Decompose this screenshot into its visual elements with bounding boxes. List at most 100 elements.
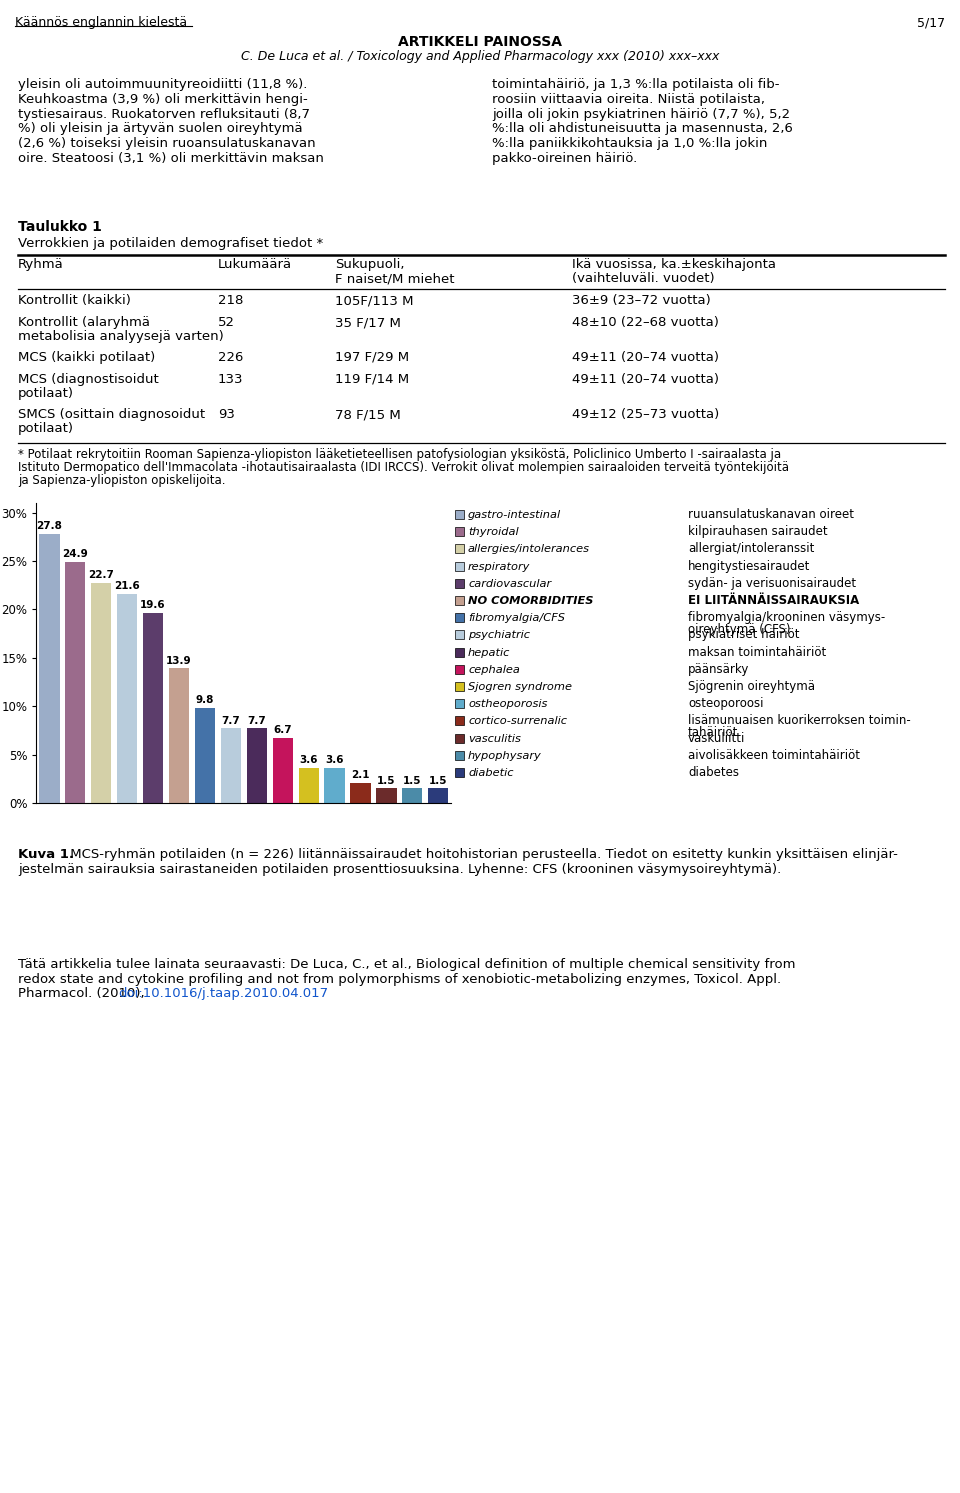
Text: psykiatriset häiriöt: psykiatriset häiriöt: [688, 629, 800, 642]
Text: 78 F/15 M: 78 F/15 M: [335, 408, 400, 421]
Text: 21.6: 21.6: [114, 581, 140, 591]
Text: EI LIITÄNNÄISSAIRAUKSIA: EI LIITÄNNÄISSAIRAUKSIA: [688, 594, 859, 608]
Text: 1.5: 1.5: [429, 775, 447, 785]
Text: joilla oli jokin psykiatrinen häiriö (7,7 %), 5,2: joilla oli jokin psykiatrinen häiriö (7,…: [492, 107, 790, 121]
Text: vaskuliitti: vaskuliitti: [688, 732, 745, 745]
Text: 52: 52: [218, 317, 235, 328]
Text: lisämunuaisen kuorikerroksen toimin-: lisämunuaisen kuorikerroksen toimin-: [688, 714, 911, 727]
Text: 5/17: 5/17: [917, 16, 945, 28]
Text: potilaat): potilaat): [18, 423, 74, 434]
Text: 19.6: 19.6: [140, 600, 166, 611]
Text: Kontrollit (kaikki): Kontrollit (kaikki): [18, 294, 131, 308]
Text: 9.8: 9.8: [196, 696, 214, 705]
Bar: [247, 729, 267, 803]
Bar: [402, 788, 422, 803]
Text: oire. Steatoosi (3,1 %) oli merkittävin maksan: oire. Steatoosi (3,1 %) oli merkittävin …: [18, 152, 324, 166]
Bar: [350, 782, 371, 803]
Text: vasculitis: vasculitis: [468, 733, 521, 744]
Text: tystiesairaus. Ruokatorven refluksitauti (8,7: tystiesairaus. Ruokatorven refluksitauti…: [18, 107, 310, 121]
Text: 226: 226: [218, 351, 244, 364]
Bar: [455, 614, 464, 623]
Text: fibromyalgia/CFS: fibromyalgia/CFS: [468, 614, 565, 623]
Text: Keuhkoastma (3,9 %) oli merkittävin hengi-: Keuhkoastma (3,9 %) oli merkittävin heng…: [18, 93, 308, 106]
Text: C. De Luca et al. / Toxicology and Applied Pharmacology xxx (2010) xxx–xxx: C. De Luca et al. / Toxicology and Appli…: [241, 49, 719, 63]
Text: NO COMORBIDITIES: NO COMORBIDITIES: [468, 596, 593, 606]
Text: Taulukko 1: Taulukko 1: [18, 219, 102, 234]
Text: 7.7: 7.7: [248, 715, 266, 726]
Text: jestelmän sairauksia sairastaneiden potilaiden prosenttiosuuksina. Lyhenne: CFS : jestelmän sairauksia sairastaneiden poti…: [18, 863, 781, 875]
Text: Kontrollit (alaryhmä: Kontrollit (alaryhmä: [18, 317, 150, 328]
Text: (2,6 %) toiseksi yleisin ruoansulatuskanavan: (2,6 %) toiseksi yleisin ruoansulatuskan…: [18, 137, 316, 151]
Text: 49±11 (20–74 vuotta): 49±11 (20–74 vuotta): [572, 373, 719, 387]
Text: 22.7: 22.7: [88, 570, 114, 581]
Text: 119 F/14 M: 119 F/14 M: [335, 373, 409, 387]
Text: ARTIKKELI PAINOSSA: ARTIKKELI PAINOSSA: [398, 34, 562, 49]
Text: Kuva 1.: Kuva 1.: [18, 848, 74, 861]
Bar: [455, 733, 464, 742]
Text: Sukupuoli,: Sukupuoli,: [335, 258, 404, 272]
Bar: [143, 614, 163, 803]
Text: allergies/intolerances: allergies/intolerances: [468, 545, 590, 554]
Text: diabetes: diabetes: [688, 766, 739, 779]
Bar: [455, 511, 464, 520]
Text: 1.5: 1.5: [403, 775, 421, 785]
Text: maksan toimintahäiriöt: maksan toimintahäiriöt: [688, 645, 827, 658]
Text: hypophysary: hypophysary: [468, 751, 541, 761]
Text: pakko-oireinen häiriö.: pakko-oireinen häiriö.: [492, 152, 637, 166]
Bar: [324, 769, 345, 803]
Text: diabetic: diabetic: [468, 767, 514, 778]
Bar: [455, 751, 464, 760]
Text: kilpirauhasen sairaudet: kilpirauhasen sairaudet: [688, 526, 828, 537]
Text: 49±12 (25–73 vuotta): 49±12 (25–73 vuotta): [572, 408, 719, 421]
Text: Ryhmä: Ryhmä: [18, 258, 63, 272]
Text: Sjogren syndrome: Sjogren syndrome: [468, 682, 572, 691]
Text: F naiset/M miehet: F naiset/M miehet: [335, 272, 454, 285]
Text: Pharmacol. (2010),: Pharmacol. (2010),: [18, 987, 149, 1000]
Text: gastro-intestinal: gastro-intestinal: [468, 511, 562, 520]
Bar: [455, 767, 464, 776]
Text: Istituto Dermopatico dell'Immacolata -ihotautisairaalasta (IDI IRCCS). Verrokit : Istituto Dermopatico dell'Immacolata -ih…: [18, 461, 789, 473]
Text: 48±10 (22–68 vuotta): 48±10 (22–68 vuotta): [572, 317, 719, 328]
Text: 24.9: 24.9: [62, 549, 88, 560]
Bar: [455, 717, 464, 726]
Text: Ikä vuosissa, ka.±keskihajonta: Ikä vuosissa, ka.±keskihajonta: [572, 258, 776, 272]
Text: psychiatric: psychiatric: [468, 630, 530, 640]
Text: toimintahäiriö, ja 1,3 %:lla potilaista oli fib-: toimintahäiriö, ja 1,3 %:lla potilaista …: [492, 78, 780, 91]
Text: päänsärky: päänsärky: [688, 663, 750, 676]
Bar: [455, 561, 464, 570]
Bar: [65, 561, 85, 803]
Bar: [455, 579, 464, 588]
Bar: [428, 788, 448, 803]
Bar: [91, 584, 111, 803]
Bar: [169, 669, 189, 803]
Text: MCS (diagnostisoidut: MCS (diagnostisoidut: [18, 373, 158, 387]
Text: 13.9: 13.9: [166, 655, 192, 666]
Text: allergiat/intoleranssit: allergiat/intoleranssit: [688, 542, 814, 555]
Text: 35 F/17 M: 35 F/17 M: [335, 317, 401, 328]
Text: %:lla paniikkikohtauksia ja 1,0 %:lla jokin: %:lla paniikkikohtauksia ja 1,0 %:lla jo…: [492, 137, 767, 151]
Text: cardiovascular: cardiovascular: [468, 579, 551, 588]
Bar: [455, 682, 464, 691]
Text: MCS (kaikki potilaat): MCS (kaikki potilaat): [18, 351, 156, 364]
Text: yleisin oli autoimmuunityreoidiitti (11,8 %).: yleisin oli autoimmuunityreoidiitti (11,…: [18, 78, 307, 91]
Text: ruuansulatuskanavan oireet: ruuansulatuskanavan oireet: [688, 508, 854, 521]
Bar: [455, 545, 464, 554]
Bar: [455, 527, 464, 536]
Text: aivolisäkkeen toimintahäiriöt: aivolisäkkeen toimintahäiriöt: [688, 749, 860, 761]
Bar: [455, 596, 464, 605]
Text: ja Sapienza-yliopiston opiskelijoita.: ja Sapienza-yliopiston opiskelijoita.: [18, 473, 226, 487]
Text: 133: 133: [218, 373, 244, 387]
Text: hengitystiesairaudet: hengitystiesairaudet: [688, 560, 810, 573]
Text: potilaat): potilaat): [18, 387, 74, 400]
Text: 3.6: 3.6: [325, 755, 344, 766]
Bar: [299, 769, 319, 803]
Bar: [195, 708, 215, 803]
Text: roosiin viittaavia oireita. Niistä potilaista,: roosiin viittaavia oireita. Niistä potil…: [492, 93, 765, 106]
Bar: [376, 788, 396, 803]
Text: ostheoporosis: ostheoporosis: [468, 699, 547, 709]
Bar: [273, 738, 293, 803]
Text: Käännös englannin kielestä: Käännös englannin kielestä: [15, 16, 187, 28]
Text: SMCS (osittain diagnosoidut: SMCS (osittain diagnosoidut: [18, 408, 205, 421]
Text: Lukumäärä: Lukumäärä: [218, 258, 292, 272]
Bar: [221, 729, 241, 803]
